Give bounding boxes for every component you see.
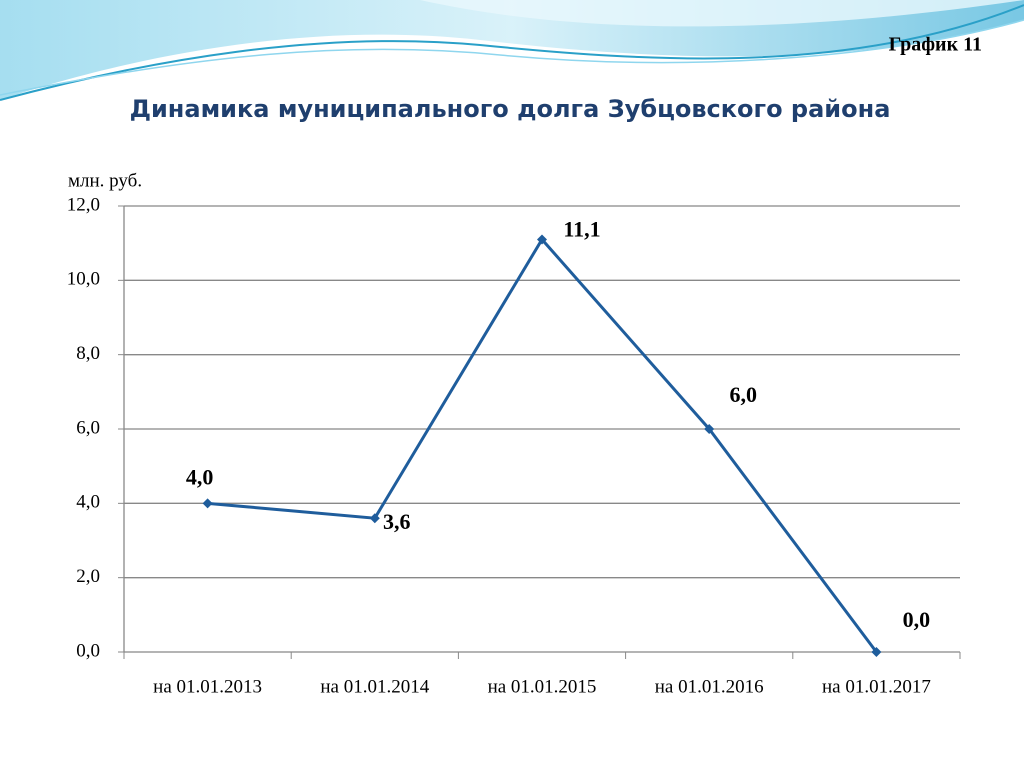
marker bbox=[871, 647, 882, 657]
data-label: 0,0 bbox=[903, 607, 931, 632]
marker bbox=[202, 498, 213, 509]
chart-title: Динамика муниципального долга Зубцовског… bbox=[130, 95, 891, 123]
y-tick-label: 0,0 bbox=[76, 640, 100, 661]
x-tick-label: на 01.01.2015 bbox=[488, 676, 597, 697]
marker bbox=[369, 513, 380, 524]
marker bbox=[704, 424, 715, 434]
x-tick-label: на 01.01.2014 bbox=[320, 676, 429, 697]
y-axis-label: млн. руб. bbox=[68, 170, 142, 191]
line bbox=[207, 236, 878, 653]
y-tick-label: 10,0 bbox=[67, 269, 100, 290]
y-tick-label: 2,0 bbox=[76, 566, 100, 587]
data-label: 4,0 bbox=[186, 464, 214, 489]
y-tick-label: 8,0 bbox=[76, 343, 100, 364]
x-tick-label: на 01.01.2013 bbox=[153, 676, 262, 697]
data-label: 11,1 bbox=[563, 216, 600, 241]
data-label: 3,6 bbox=[383, 509, 411, 534]
y-tick-label: 4,0 bbox=[76, 492, 100, 513]
annotation: График 11 bbox=[889, 34, 982, 56]
y-tick-label: 6,0 bbox=[76, 417, 100, 438]
x-tick-label: на 01.01.2017 bbox=[822, 676, 931, 697]
data-label: 6,0 bbox=[729, 382, 757, 407]
y-tick-label: 12,0 bbox=[67, 194, 100, 215]
marker bbox=[537, 234, 547, 245]
header-decoration bbox=[0, 0, 1024, 101]
x-tick-label: на 01.01.2016 bbox=[655, 676, 764, 697]
